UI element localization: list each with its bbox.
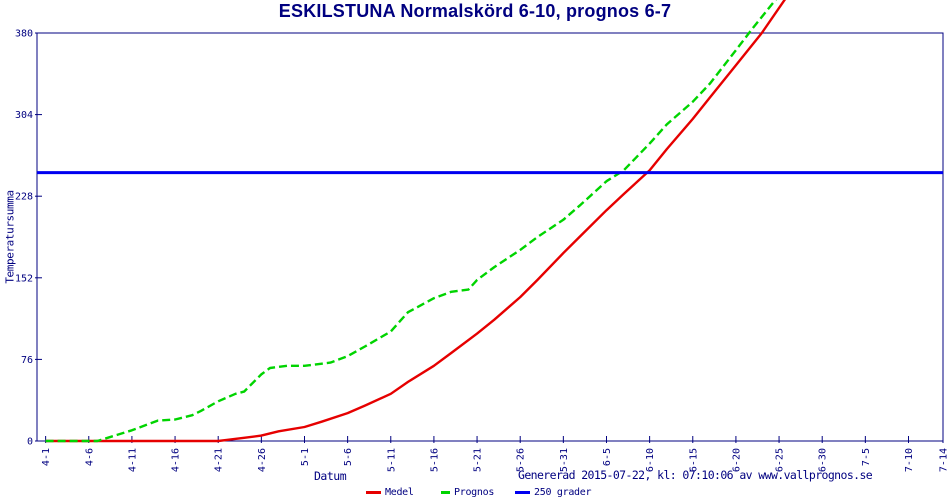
x-tick-label: 5-21 [473, 448, 484, 472]
legend-label-prognos: Prognos [454, 487, 495, 498]
x-tick-label: 5-31 [559, 448, 570, 472]
medel-line-swatch [366, 491, 381, 494]
x-tick-label: 7-10 [904, 448, 915, 472]
prognos-line-swatch [441, 491, 450, 494]
plot-frame [36, 32, 944, 442]
x-tick-label: 5-6 [343, 448, 354, 466]
x-tick-label: 5-16 [429, 448, 440, 472]
x-tick-label: 6-10 [645, 448, 656, 472]
x-tick-label: 4-21 [214, 448, 225, 472]
y-tick-label: 152 [15, 273, 33, 284]
x-tick-label: 4-11 [127, 448, 138, 472]
y-tick-label: 0 [27, 437, 33, 448]
x-tick-label: 6-25 [775, 448, 786, 472]
x-tick-label: 4-1 [41, 448, 52, 466]
x-axis-label: Datum [314, 469, 347, 483]
x-tick-label: 7-14 [939, 448, 950, 472]
footer-generated-text: Genererad 2015-07-22, kl: 07:10:06 av ww… [518, 468, 873, 482]
legend-label-250-grader: 250 grader [534, 487, 592, 498]
chart-title: ESKILSTUNA Normalskörd 6-10, prognos 6-7 [278, 1, 672, 21]
x-tick-label: 5-1 [300, 448, 311, 466]
legend-item-prognos: Prognos [441, 487, 494, 498]
250-grader-line-swatch [515, 491, 530, 494]
x-tick-label: 7-5 [861, 448, 872, 466]
x-tick-label: 6-15 [688, 448, 699, 472]
x-tick-label: 5-26 [516, 448, 527, 472]
x-tick-label: 6-20 [731, 448, 742, 472]
x-tick-label: 6-30 [818, 448, 829, 472]
legend-label-medel: Medel [385, 487, 414, 498]
x-tick-label: 4-16 [171, 448, 182, 472]
series-line-medel [45, 0, 786, 443]
y-tick-label: 76 [21, 355, 33, 366]
x-tick-label: 4-6 [84, 448, 95, 466]
legend-item-250-grader: 250 grader [515, 487, 592, 498]
x-tick-label: 5-11 [386, 448, 397, 472]
y-tick-label: 304 [15, 110, 33, 121]
x-tick-label: 4-26 [257, 448, 268, 472]
legend-item-medel: Medel [366, 487, 414, 498]
y-tick-label: 228 [15, 192, 33, 203]
x-tick-label: 6-5 [602, 448, 613, 466]
y-tick-label: 380 [15, 29, 33, 40]
series-line-prognos [45, 0, 777, 443]
